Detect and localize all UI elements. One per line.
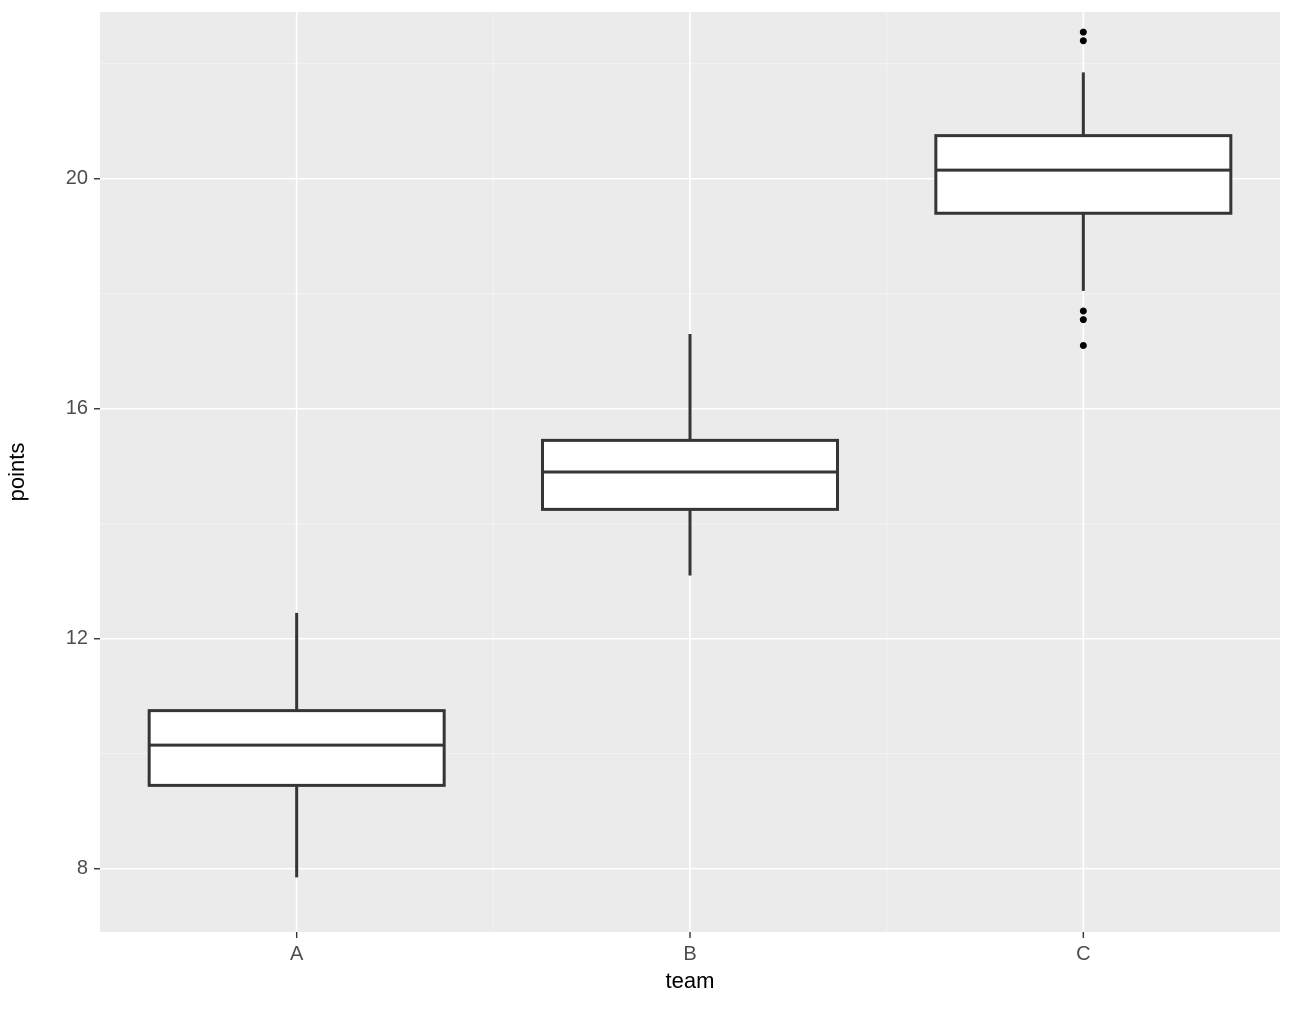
outlier-point <box>1080 37 1087 44</box>
boxplot-chart: 8 12 16 20 A B Cteam points <box>0 0 1290 1018</box>
outlier-point <box>1080 342 1087 349</box>
y-axis-title: points <box>4 443 29 502</box>
x-tick-label: B <box>683 943 696 965</box>
outlier-point <box>1080 316 1087 323</box>
x-tick-label: C <box>1076 943 1090 965</box>
x-tick-label: A <box>290 943 304 965</box>
y-tick-label: 20 <box>66 167 88 189</box>
y-tick-label: 12 <box>66 627 88 649</box>
box-rect <box>149 711 444 786</box>
outlier-point <box>1080 29 1087 36</box>
chart-svg: 8 12 16 20 A B Cteam points <box>0 0 1290 1018</box>
y-tick-label: 8 <box>77 857 88 879</box>
box-rect <box>936 136 1231 214</box>
y-tick-label: 16 <box>66 397 88 419</box>
outlier-point <box>1080 308 1087 315</box>
x-axis-title: team <box>666 968 715 993</box>
box-rect <box>543 440 838 509</box>
